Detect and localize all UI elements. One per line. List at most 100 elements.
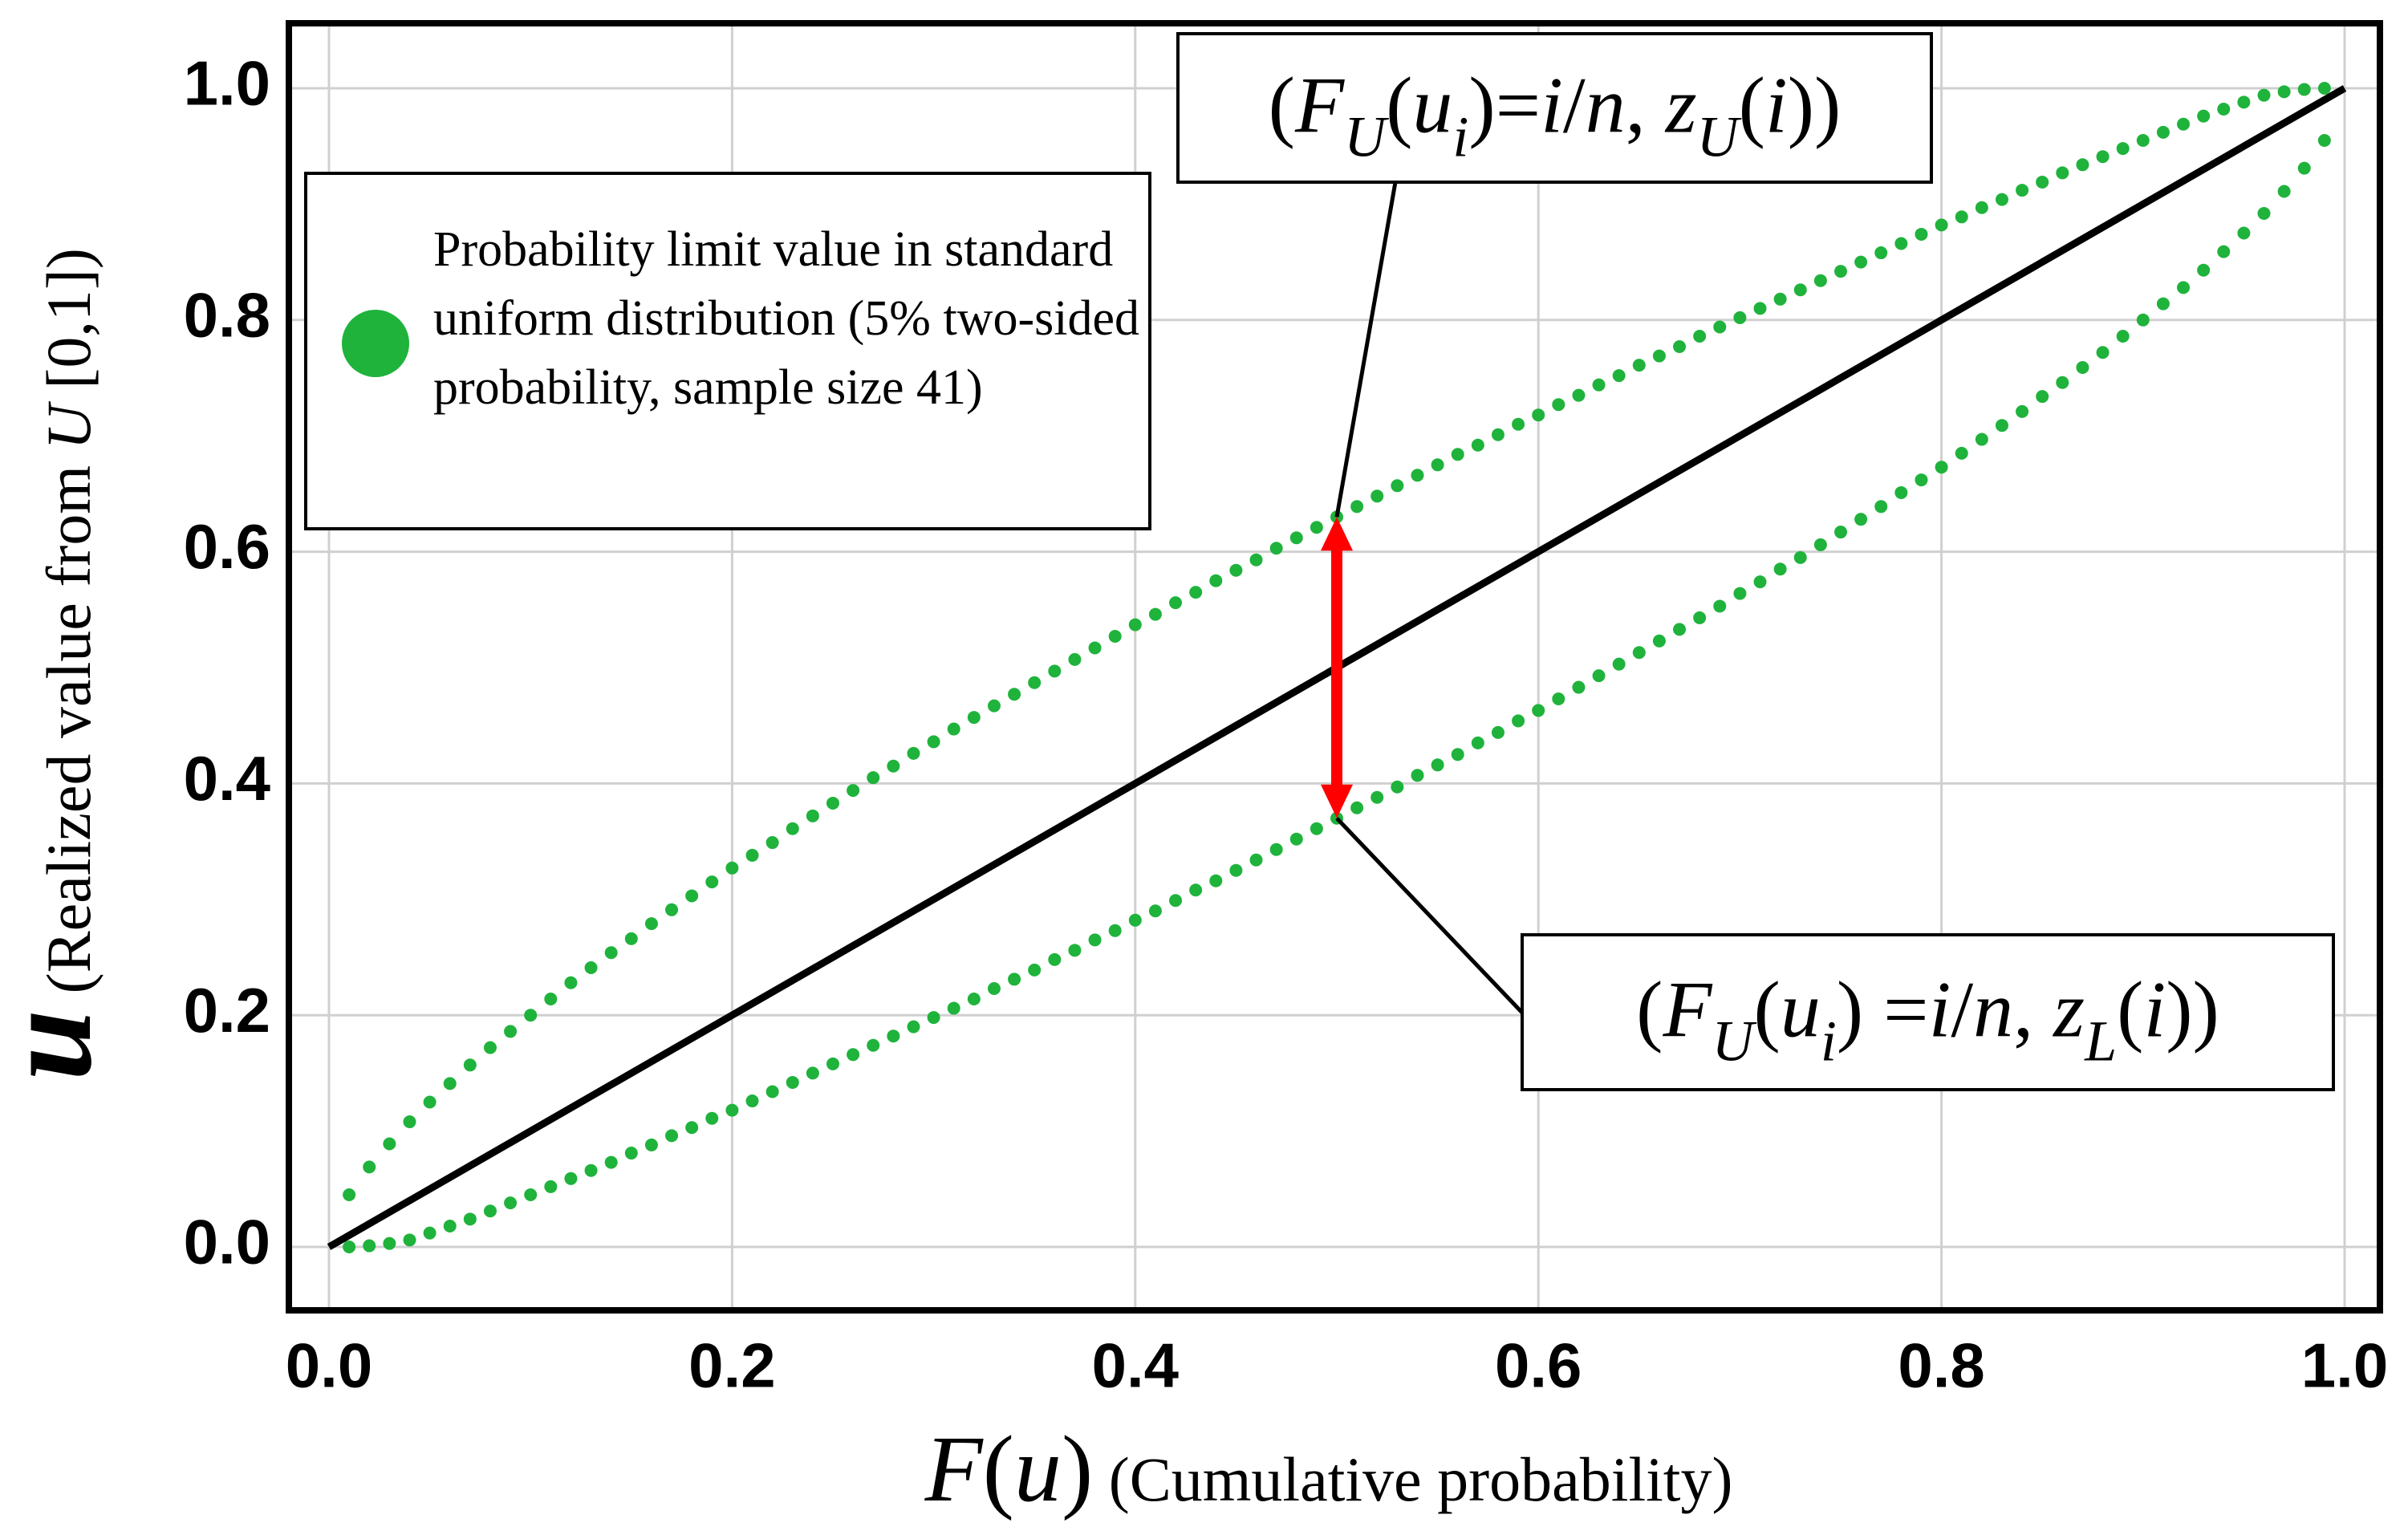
data-point	[504, 1025, 518, 1038]
text-part: u	[1014, 1416, 1062, 1521]
data-point	[1431, 758, 1444, 772]
y-axis-title: u (Realized value from U [0,1])	[0, 248, 118, 1081]
data-point	[1471, 736, 1484, 749]
data-point	[1148, 607, 1162, 621]
data-point	[1028, 676, 1042, 689]
data-point	[1209, 874, 1223, 887]
data-point	[343, 1241, 356, 1253]
text-part: ,	[2013, 965, 2053, 1054]
data-point	[1834, 526, 1847, 539]
text-part: ))	[2166, 965, 2219, 1054]
data-point	[2277, 85, 2291, 99]
data-point	[1975, 432, 1988, 446]
data-point	[847, 1048, 860, 1062]
data-point	[604, 1155, 618, 1169]
data-point	[1391, 479, 1404, 493]
data-point	[403, 1115, 416, 1129]
data-point	[2056, 376, 2069, 389]
data-point	[907, 746, 920, 760]
data-point	[867, 771, 880, 785]
data-point	[2156, 297, 2170, 311]
data-point	[2076, 361, 2089, 375]
data-point	[826, 1057, 839, 1070]
data-point	[887, 759, 900, 773]
data-point	[1249, 553, 1263, 566]
x-tick-label: 0.4	[1092, 1330, 1179, 1401]
x-axis-title: F(u) (Cumulative probability)	[924, 1416, 1733, 1521]
data-point	[2257, 88, 2271, 102]
data-point	[927, 735, 940, 749]
data-point	[665, 1129, 679, 1143]
arrow-head	[1321, 784, 1353, 818]
data-point	[1713, 320, 1727, 334]
x-tick-label: 0.6	[1495, 1330, 1582, 1401]
data-point	[463, 1212, 477, 1226]
data-point	[1310, 822, 1323, 835]
data-point	[2317, 133, 2331, 147]
text-part: i	[1452, 105, 1468, 169]
data-point	[786, 822, 799, 835]
y-tick-label: 0.0	[184, 1207, 270, 1277]
data-point	[967, 992, 981, 1005]
data-point	[1269, 843, 1283, 856]
legend-label: Probability limit value in standard unif…	[433, 222, 1139, 415]
data-point	[1411, 769, 1424, 782]
text-part: (	[1739, 61, 1765, 150]
data-point	[2096, 346, 2110, 359]
data-point	[343, 1188, 356, 1202]
data-point	[1632, 359, 1646, 372]
text-part: (	[1636, 965, 1663, 1054]
data-point	[1431, 458, 1444, 472]
data-point	[1128, 913, 1142, 927]
text-part: (	[1754, 965, 1781, 1054]
annotation-text: (FU(ui) =i/n, zL(i))	[1636, 965, 2219, 1074]
data-point	[765, 1085, 779, 1098]
y-tick-label: 0.6	[184, 511, 270, 582]
data-point	[1612, 657, 1626, 671]
data-point	[2056, 166, 2069, 180]
data-point	[1471, 438, 1484, 452]
data-point	[1652, 349, 1666, 363]
legend-box	[304, 172, 1151, 530]
text-part: )	[1062, 1416, 1093, 1521]
text-part: F	[1662, 965, 1712, 1054]
x-tick-label: 1.0	[2301, 1330, 2388, 1401]
text-part: ))	[1788, 61, 1842, 150]
data-point	[1350, 500, 1364, 514]
y-tick-label: 0.4	[184, 743, 270, 814]
data-point	[564, 976, 578, 989]
data-point	[1209, 574, 1223, 587]
data-point	[363, 1160, 376, 1174]
data-point	[504, 1196, 518, 1210]
leader-line	[1335, 816, 1524, 1014]
leader-line	[1334, 181, 1398, 518]
data-point	[685, 889, 699, 903]
data-point	[907, 1020, 920, 1033]
annotation-box	[1176, 32, 1933, 184]
data-point	[1753, 575, 1767, 589]
data-point	[987, 699, 1001, 713]
text-part: i	[1929, 965, 1951, 1054]
legend-entry: Probability limit value in standard unif…	[433, 222, 1139, 415]
text-part: n	[1586, 61, 1626, 150]
legend-marker	[342, 310, 409, 377]
text-part: (Realized value from	[34, 449, 104, 1009]
text-part: /	[1563, 61, 1586, 150]
data-point	[1673, 340, 1687, 354]
data-point	[1955, 210, 1968, 224]
data-point	[1592, 378, 1606, 392]
data-point	[1391, 780, 1404, 794]
data-point	[2217, 245, 2231, 258]
text-part: )=	[1468, 61, 1541, 150]
data-point	[624, 932, 638, 945]
data-point	[2197, 109, 2211, 123]
data-point	[1068, 652, 1082, 666]
data-point	[463, 1058, 477, 1072]
data-point	[1733, 311, 1747, 324]
text-part: /	[1951, 965, 1973, 1054]
text-part: z	[1664, 61, 1697, 150]
data-point	[2116, 142, 2130, 156]
data-point	[1532, 704, 1545, 717]
data-point	[1128, 618, 1142, 631]
